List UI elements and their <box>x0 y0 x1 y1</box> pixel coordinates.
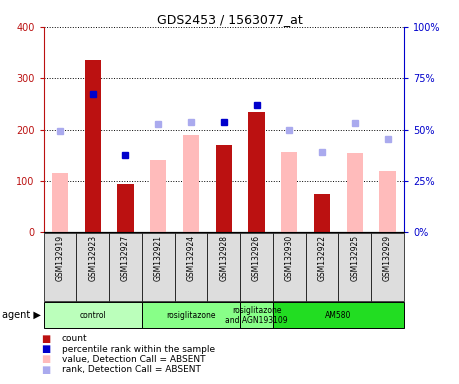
Bar <box>142 302 240 328</box>
Text: GDS2453 / 1563077_at: GDS2453 / 1563077_at <box>157 13 302 26</box>
Text: GSM132921: GSM132921 <box>154 235 163 281</box>
Bar <box>183 135 199 232</box>
Text: value, Detection Call = ABSENT: value, Detection Call = ABSENT <box>62 355 206 364</box>
Bar <box>52 173 68 232</box>
Bar <box>174 233 207 301</box>
Text: GSM132925: GSM132925 <box>350 235 359 281</box>
Text: GSM132929: GSM132929 <box>383 235 392 281</box>
Text: rank, Detection Call = ABSENT: rank, Detection Call = ABSENT <box>62 365 201 374</box>
Bar <box>306 233 338 301</box>
Text: count: count <box>62 334 88 343</box>
Text: AM580: AM580 <box>325 311 352 320</box>
Bar <box>44 233 76 301</box>
Text: GSM132923: GSM132923 <box>88 235 97 281</box>
Text: GSM132927: GSM132927 <box>121 235 130 281</box>
Bar <box>281 152 297 232</box>
Bar <box>273 233 306 301</box>
Bar <box>142 233 174 301</box>
Bar <box>240 302 273 328</box>
Bar <box>150 161 167 232</box>
Text: GSM132924: GSM132924 <box>186 235 196 281</box>
Text: ■: ■ <box>41 334 50 344</box>
Bar <box>314 194 330 232</box>
Bar <box>76 233 109 301</box>
Bar <box>240 233 273 301</box>
Bar <box>109 233 142 301</box>
Text: control: control <box>79 311 106 320</box>
Text: GSM132930: GSM132930 <box>285 235 294 281</box>
Text: rosiglitazone
and AGN193109: rosiglitazone and AGN193109 <box>225 306 288 325</box>
Bar <box>347 153 363 232</box>
Bar <box>44 302 142 328</box>
Text: rosiglitazone: rosiglitazone <box>166 311 216 320</box>
Text: agent ▶: agent ▶ <box>2 310 41 320</box>
Bar <box>216 145 232 232</box>
Bar <box>248 112 265 232</box>
Text: GSM132926: GSM132926 <box>252 235 261 281</box>
Text: ■: ■ <box>41 354 50 364</box>
Bar <box>84 60 101 232</box>
Text: GSM132928: GSM132928 <box>219 235 228 281</box>
Text: GSM132922: GSM132922 <box>318 235 326 281</box>
Bar <box>379 170 396 232</box>
Text: percentile rank within the sample: percentile rank within the sample <box>62 344 215 354</box>
Text: GSM132919: GSM132919 <box>56 235 64 281</box>
Text: ■: ■ <box>41 344 50 354</box>
Text: ■: ■ <box>41 365 50 375</box>
Bar <box>118 184 134 232</box>
Bar <box>273 302 404 328</box>
Bar <box>207 233 240 301</box>
Bar <box>371 233 404 301</box>
Bar <box>338 233 371 301</box>
